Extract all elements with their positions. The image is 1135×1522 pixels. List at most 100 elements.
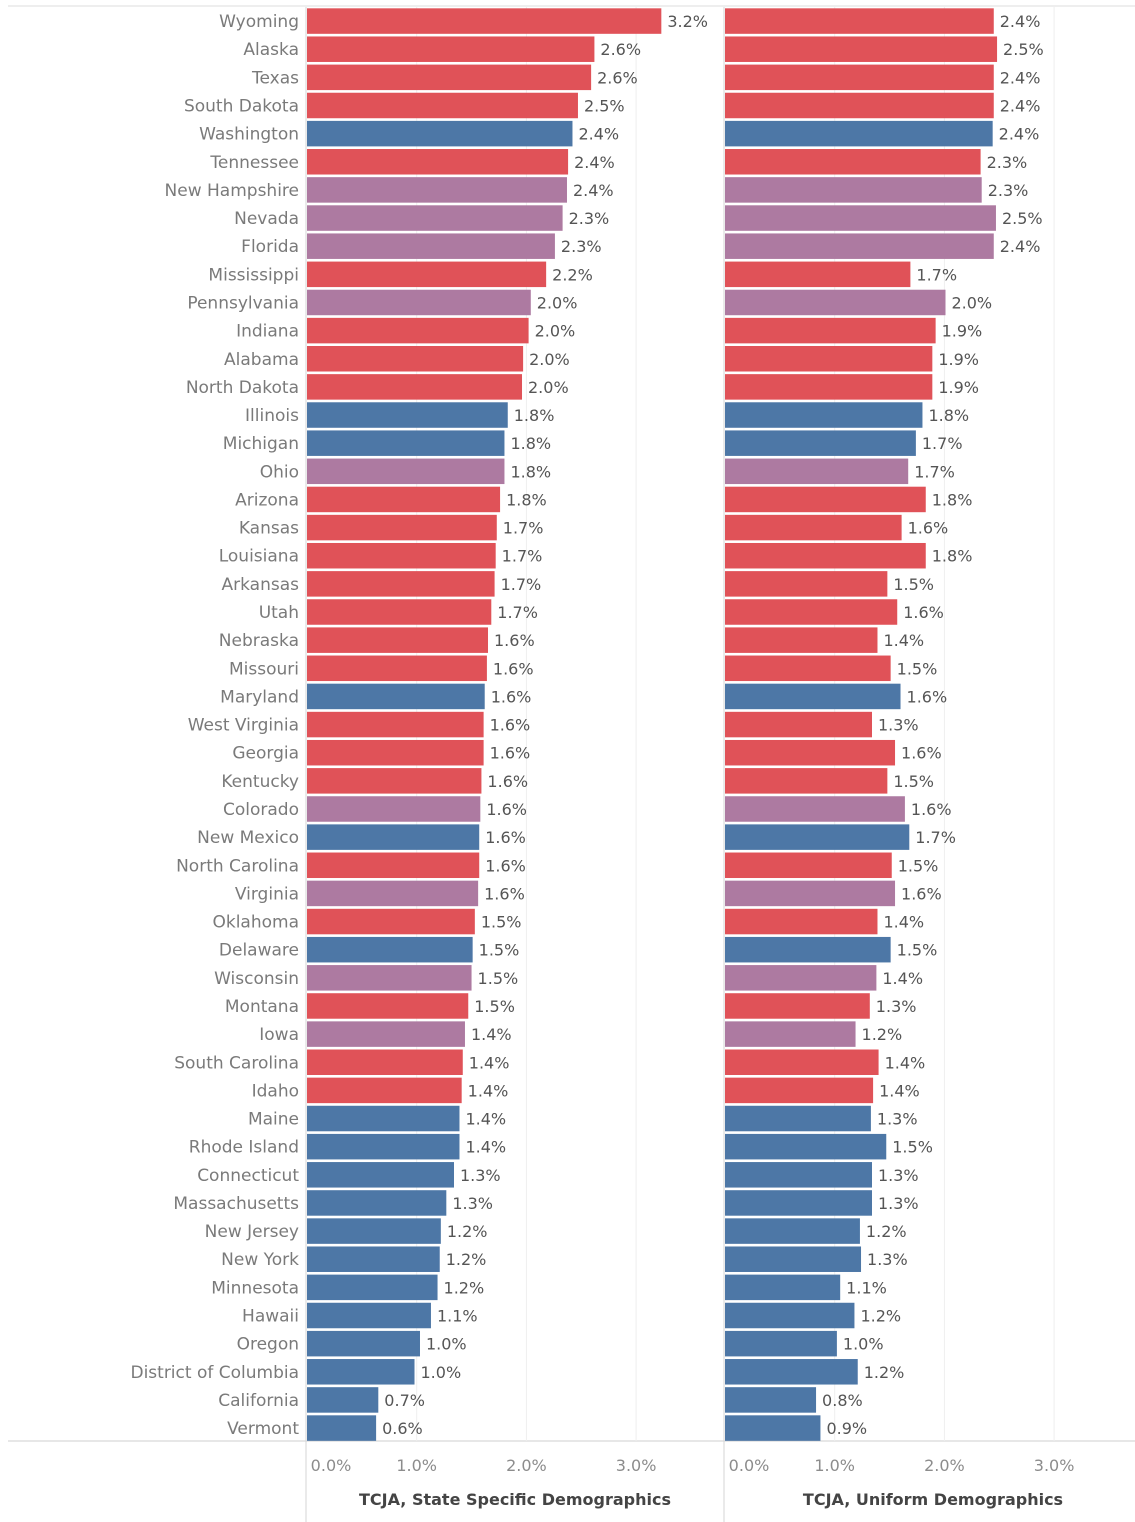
data-label: 2.4% [999,125,1040,144]
data-label: 1.5% [481,913,522,932]
bar [725,1387,817,1413]
bar [725,1302,855,1329]
category-label: California [218,1391,299,1411]
category-label: Wisconsin [214,969,299,989]
bar [307,1387,379,1413]
data-label: 1.6% [903,603,944,622]
bar [307,1049,463,1075]
bar [307,796,481,822]
bar [725,120,993,147]
data-label: 1.5% [897,659,938,678]
bar [725,880,896,907]
data-label: 1.4% [471,1025,512,1044]
bar [307,542,496,569]
bar [725,655,891,682]
data-label: 2.4% [578,125,619,144]
category-label: Florida [241,237,299,257]
bar [725,796,905,822]
data-label: 1.4% [468,1081,509,1100]
category-label: Missouri [229,659,299,679]
data-label: 1.3% [867,1250,908,1269]
bar [307,852,480,879]
bar [725,8,994,34]
category-label: Hawaii [242,1307,299,1327]
data-label: 1.6% [490,716,531,735]
bar [725,346,933,372]
bar [725,1246,862,1272]
bar [307,1190,447,1216]
axis-title: TCJA, Uniform Demographics [803,1490,1063,1509]
bar [307,289,531,316]
data-label: 2.4% [1000,68,1041,87]
data-label: 1.3% [452,1194,493,1213]
category-label: North Dakota [186,378,299,398]
bar [307,599,492,625]
category-label: Massachusetts [173,1194,299,1214]
data-label: 1.6% [901,884,942,903]
data-label: 1.4% [879,1081,920,1100]
bar [725,993,870,1019]
data-label: 1.2% [446,1250,487,1269]
bar [307,430,505,456]
data-label: 2.3% [561,237,602,256]
category-label: Indiana [236,322,299,342]
data-label: 1.5% [893,772,934,791]
bar [725,1105,871,1132]
bar [307,711,484,738]
bar [725,402,923,428]
bar [307,1133,460,1160]
data-label: 2.0% [537,293,578,312]
bar [307,346,524,372]
data-label: 2.4% [573,181,614,200]
data-label: 1.7% [914,462,955,481]
category-label: Maine [248,1110,299,1130]
data-label: 1.7% [922,434,963,453]
category-label: Louisiana [219,547,299,567]
category-label: Kentucky [221,772,299,792]
data-label: 1.8% [510,462,551,481]
category-label: South Carolina [174,1053,299,1073]
data-label: 1.2% [447,1222,488,1241]
data-label: 2.5% [1003,40,1044,59]
bar [725,1049,879,1075]
bar [725,542,926,569]
data-label: 2.3% [569,209,610,228]
data-label: 1.4% [882,969,923,988]
category-label: Illinois [245,406,299,426]
category-label: Oregon [237,1335,299,1355]
category-label: Delaware [219,941,299,961]
category-label: South Dakota [184,96,299,116]
data-label: 2.4% [1000,12,1041,31]
bar [307,374,523,400]
bar [725,64,994,91]
data-label: 1.6% [911,800,952,819]
category-label: West Virginia [188,716,299,736]
bar [725,852,892,879]
bar [307,936,473,963]
bar [307,1246,440,1272]
data-label: 1.5% [892,1138,933,1157]
data-label: 1.6% [901,744,942,763]
tick-label: 1.0% [396,1456,437,1475]
bar [725,1021,856,1047]
data-label: 1.5% [898,856,939,875]
bar [307,149,569,175]
category-label: Washington [199,125,299,145]
data-label: 1.4% [465,1110,506,1129]
tick-label: 2.0% [924,1456,965,1475]
bar [307,1105,460,1132]
data-label: 2.0% [528,378,569,397]
data-label: 2.0% [535,322,576,341]
bar [307,627,489,653]
bar [725,627,878,653]
bar [307,233,555,259]
data-label: 2.3% [987,153,1028,172]
bar [725,824,910,850]
data-label: 1.3% [878,1194,919,1213]
data-label: 0.8% [822,1391,863,1410]
category-label: New York [221,1250,299,1270]
bar [725,177,982,203]
category-label: Alaska [243,40,299,60]
category-label: Pennsylvania [187,293,299,313]
data-label: 1.0% [421,1363,462,1382]
